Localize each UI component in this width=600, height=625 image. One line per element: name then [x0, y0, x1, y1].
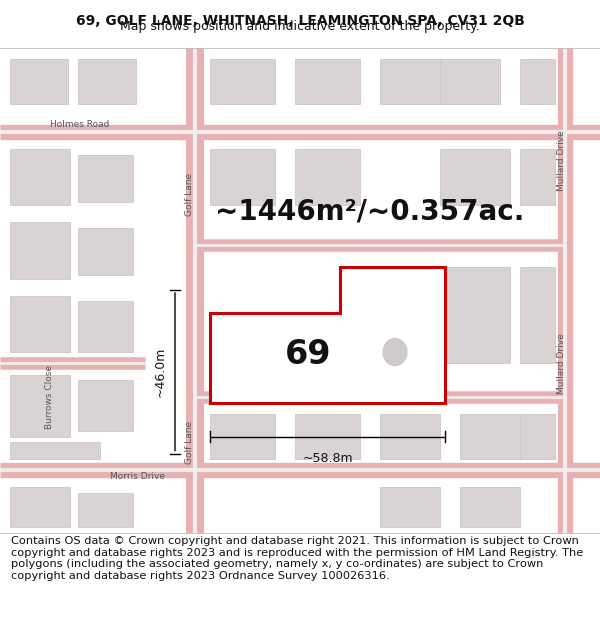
- Text: ~46.0m: ~46.0m: [154, 347, 167, 397]
- Bar: [210, 59, 275, 104]
- Bar: [10, 442, 100, 459]
- Text: Contains OS data © Crown copyright and database right 2021. This information is : Contains OS data © Crown copyright and d…: [11, 536, 583, 581]
- Bar: [295, 59, 360, 104]
- Bar: [520, 414, 555, 459]
- Bar: [78, 59, 136, 104]
- Bar: [520, 59, 555, 104]
- Text: ~1446m²/~0.357ac.: ~1446m²/~0.357ac.: [215, 197, 524, 225]
- Bar: [78, 154, 133, 202]
- Bar: [10, 296, 70, 352]
- Text: Golf Lane: Golf Lane: [185, 173, 194, 216]
- Text: Golf Lane: Golf Lane: [185, 421, 194, 464]
- Text: 69: 69: [285, 338, 331, 371]
- Bar: [295, 149, 360, 206]
- Bar: [78, 493, 133, 527]
- Bar: [440, 268, 510, 363]
- Text: 69, GOLF LANE, WHITNASH, LEAMINGTON SPA, CV31 2QB: 69, GOLF LANE, WHITNASH, LEAMINGTON SPA,…: [76, 14, 524, 28]
- Bar: [380, 59, 440, 104]
- Text: Burrows Close: Burrows Close: [46, 365, 55, 429]
- Bar: [380, 488, 440, 527]
- Bar: [10, 59, 68, 104]
- Text: Holmes Road: Holmes Road: [50, 120, 109, 129]
- Bar: [520, 268, 555, 363]
- Bar: [210, 149, 275, 206]
- Bar: [440, 59, 500, 104]
- Polygon shape: [210, 268, 445, 402]
- Bar: [460, 414, 520, 459]
- Bar: [440, 149, 510, 206]
- Bar: [295, 414, 360, 459]
- Bar: [10, 149, 70, 206]
- Bar: [380, 414, 440, 459]
- Text: Map shows position and indicative extent of the property.: Map shows position and indicative extent…: [120, 20, 480, 33]
- Bar: [520, 149, 555, 206]
- Bar: [78, 380, 133, 431]
- Bar: [78, 228, 133, 276]
- Text: Mullard Drive: Mullard Drive: [557, 333, 566, 394]
- Text: Morris Drive: Morris Drive: [110, 472, 165, 481]
- Bar: [460, 488, 520, 527]
- Bar: [210, 414, 275, 459]
- Circle shape: [383, 339, 407, 366]
- Text: ~58.8m: ~58.8m: [302, 452, 353, 466]
- Bar: [10, 222, 70, 279]
- Bar: [10, 488, 70, 527]
- Bar: [10, 374, 70, 437]
- Text: Mullard Drive: Mullard Drive: [557, 130, 566, 191]
- Bar: [78, 301, 133, 352]
